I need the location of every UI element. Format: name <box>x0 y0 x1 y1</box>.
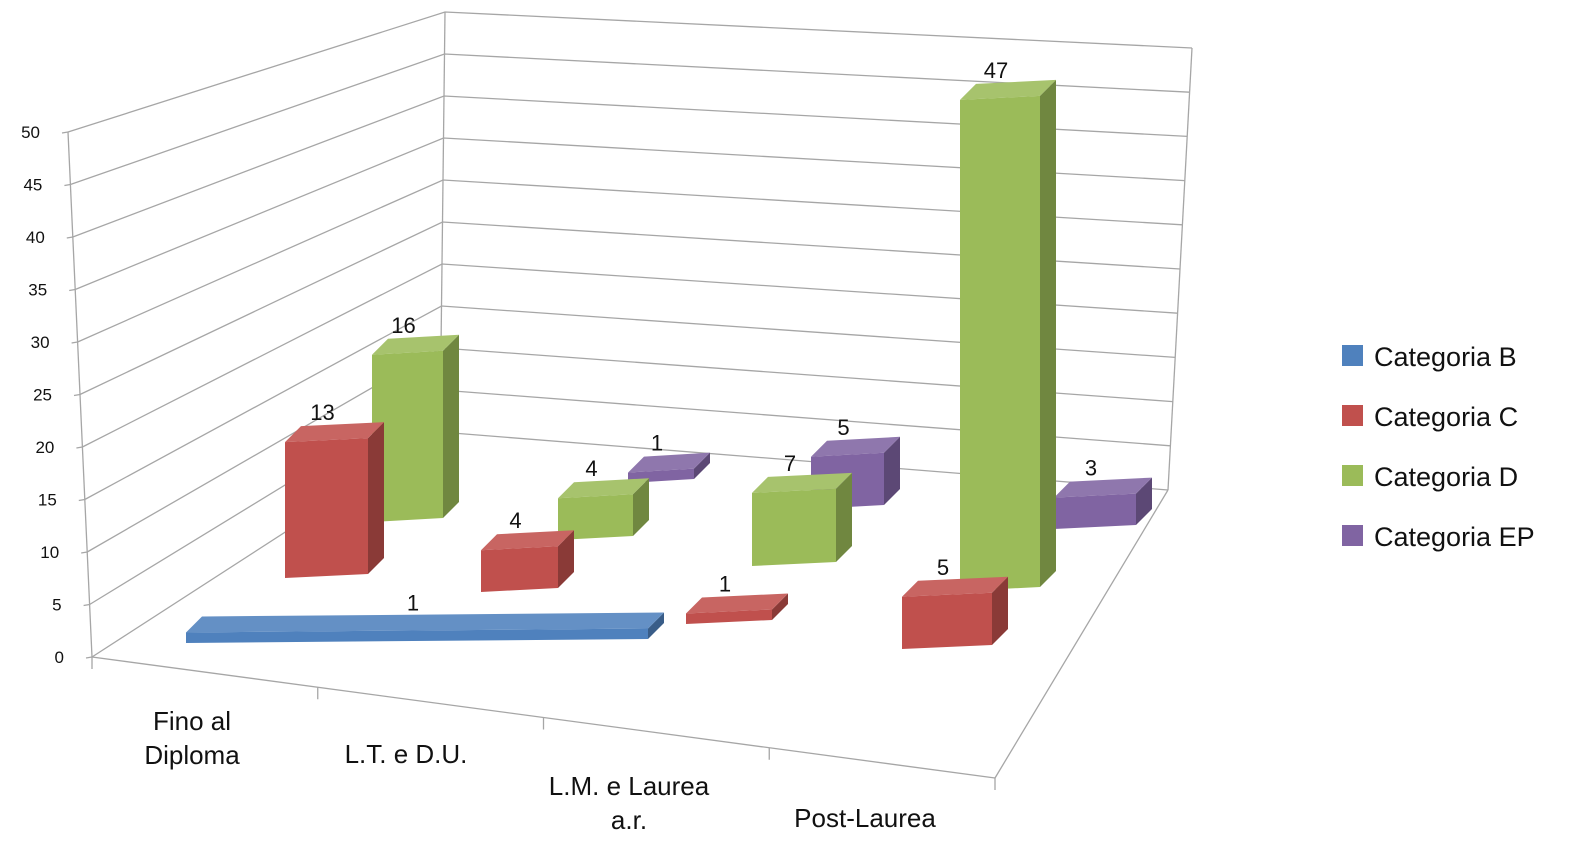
bar <box>960 79 1056 592</box>
bar-side <box>443 334 459 518</box>
bar-front <box>686 609 772 624</box>
legend-label: Categoria D <box>1374 462 1518 492</box>
bar-top <box>752 472 852 493</box>
bar-side <box>694 452 710 479</box>
y-tick-label: 45 <box>23 176 42 195</box>
data-label: 5 <box>937 555 949 580</box>
y-tick-label: 0 <box>55 648 64 667</box>
data-label: 5 <box>837 415 849 440</box>
axis-line <box>994 489 1169 779</box>
legend-swatch <box>1342 525 1363 546</box>
bar-top <box>960 79 1056 100</box>
bar-top <box>902 576 1008 597</box>
bar-top <box>1054 477 1152 498</box>
data-label: 13 <box>310 400 334 425</box>
bar-front <box>285 438 368 578</box>
bar-side <box>992 576 1008 645</box>
legend-swatch <box>1342 345 1363 366</box>
y-tick <box>64 183 71 187</box>
bar <box>752 472 852 566</box>
bars <box>186 79 1152 649</box>
data-label: 7 <box>784 451 796 476</box>
legend-label: Categoria B <box>1374 342 1517 372</box>
bar <box>628 452 710 483</box>
y-tick-label: 10 <box>40 543 59 562</box>
bar-front <box>902 592 992 649</box>
bar-front <box>186 628 648 643</box>
bar <box>186 612 664 643</box>
bar-front <box>558 494 633 540</box>
bar-front <box>372 350 443 522</box>
bar-top <box>686 593 788 614</box>
x-category-label: Post-Laurea <box>794 803 936 833</box>
legend: Categoria B Categoria C Categoria D Categor… <box>1342 342 1535 552</box>
legend-swatch <box>1342 465 1363 486</box>
y-tick <box>78 498 85 502</box>
bar-front <box>752 488 836 566</box>
bar-front <box>960 95 1040 592</box>
bar <box>902 576 1008 649</box>
bar-front <box>481 546 558 592</box>
bar-front <box>1054 493 1136 529</box>
data-labels: 3 5 1 47 7 4 16 5 1 4 13 1 <box>310 58 1097 616</box>
data-label: 4 <box>585 456 597 481</box>
bar <box>285 422 384 578</box>
legend-label: Categoria EP <box>1374 522 1535 552</box>
data-label: 1 <box>407 591 419 616</box>
bar-side <box>1136 477 1152 525</box>
bar <box>1054 477 1152 529</box>
y-tick-label: 50 <box>21 123 40 142</box>
bar-top <box>628 452 710 473</box>
data-label: 4 <box>509 508 521 533</box>
bar-top <box>285 422 384 443</box>
bar-side <box>1040 79 1056 588</box>
y-tick-label: 35 <box>28 281 47 300</box>
bar-top <box>186 612 664 633</box>
bar-top <box>811 436 900 457</box>
y-tick-label: 20 <box>35 438 54 457</box>
data-label: 3 <box>1085 456 1097 481</box>
legend-swatch <box>1342 405 1363 426</box>
bar-side <box>772 593 788 620</box>
y-tick-label: 5 <box>52 596 61 615</box>
y-tick-label: 30 <box>31 333 50 352</box>
legend-label: Categoria C <box>1374 402 1518 432</box>
y-tick <box>61 131 69 134</box>
y-tick <box>76 446 83 449</box>
bar-top <box>372 334 459 355</box>
bar <box>481 530 574 592</box>
x-category-label: L.M. e Laurea a.r. <box>549 771 710 835</box>
axis-line <box>1167 47 1193 491</box>
data-label: 1 <box>651 431 663 456</box>
data-label: 16 <box>391 313 415 338</box>
x-category-label: L.T. e D.U. <box>345 739 468 769</box>
bar-side <box>648 612 664 639</box>
y-tick <box>69 288 76 292</box>
bar <box>558 478 649 540</box>
data-label: 1 <box>719 572 731 597</box>
bar-top <box>481 530 574 551</box>
y-tick-label: 15 <box>38 491 57 510</box>
bar-top <box>558 478 649 499</box>
y-tick-label: 40 <box>26 228 45 247</box>
y-tick <box>73 393 81 397</box>
y-tick-label: 25 <box>33 386 52 405</box>
y-tick <box>71 341 78 344</box>
data-label: 47 <box>984 58 1008 83</box>
bar <box>686 593 788 624</box>
y-tick <box>66 236 73 239</box>
axis-line <box>67 131 93 658</box>
x-category-label: Fino al Diploma <box>144 706 240 770</box>
bar-side <box>884 436 900 505</box>
y-tick <box>83 603 90 607</box>
bar-side <box>633 478 649 536</box>
bar <box>372 334 459 522</box>
bar-side <box>558 530 574 588</box>
y-tick <box>85 656 93 659</box>
bar-side <box>368 422 384 574</box>
bar-side <box>836 472 852 562</box>
y-tick <box>81 551 88 554</box>
